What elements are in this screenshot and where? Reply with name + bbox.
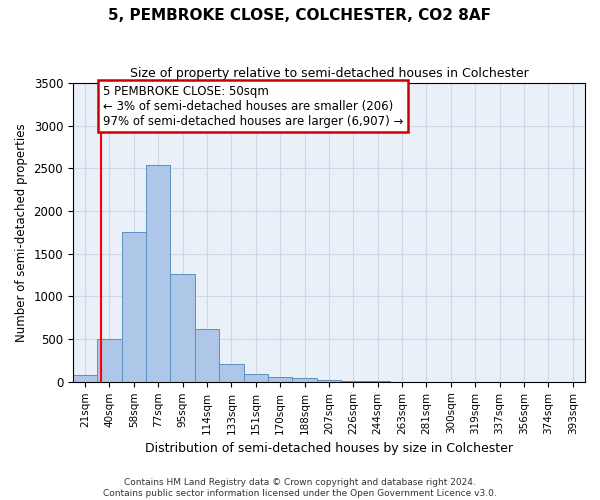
Text: 5 PEMBROKE CLOSE: 50sqm
← 3% of semi-detached houses are smaller (206)
97% of se: 5 PEMBROKE CLOSE: 50sqm ← 3% of semi-det… bbox=[103, 85, 403, 128]
Y-axis label: Number of semi-detached properties: Number of semi-detached properties bbox=[15, 123, 28, 342]
Text: 5, PEMBROKE CLOSE, COLCHESTER, CO2 8AF: 5, PEMBROKE CLOSE, COLCHESTER, CO2 8AF bbox=[109, 8, 491, 22]
Bar bbox=[97, 339, 122, 382]
Bar bbox=[292, 378, 317, 382]
X-axis label: Distribution of semi-detached houses by size in Colchester: Distribution of semi-detached houses by … bbox=[145, 442, 513, 455]
Bar bbox=[170, 274, 195, 382]
Bar bbox=[341, 381, 365, 382]
Bar bbox=[219, 364, 244, 382]
Bar bbox=[317, 380, 341, 382]
Bar bbox=[244, 374, 268, 382]
Bar bbox=[146, 165, 170, 382]
Bar bbox=[73, 375, 97, 382]
Bar bbox=[195, 329, 219, 382]
Title: Size of property relative to semi-detached houses in Colchester: Size of property relative to semi-detach… bbox=[130, 68, 529, 80]
Bar bbox=[268, 376, 292, 382]
Bar bbox=[122, 232, 146, 382]
Text: Contains HM Land Registry data © Crown copyright and database right 2024.
Contai: Contains HM Land Registry data © Crown c… bbox=[103, 478, 497, 498]
